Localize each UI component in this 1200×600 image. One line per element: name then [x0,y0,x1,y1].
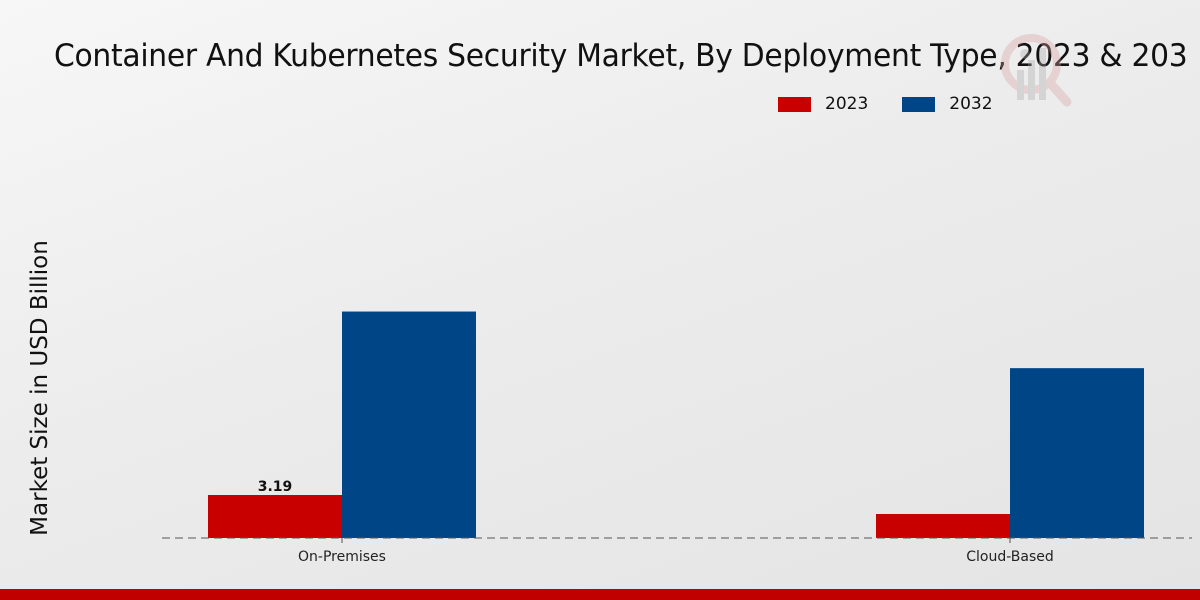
x-tick-label-cloud-based: Cloud-Based [966,549,1054,565]
bar-2032-on-premises [342,311,476,538]
data-label-2023-on-premises: 3.19 [258,479,293,495]
bar-2023-cloud-based [876,514,1010,538]
legend-swatch-2023 [778,96,811,112]
bottom-accent-band [0,589,1200,600]
legend-label-2023: 2023 [825,94,869,114]
bar-2032-cloud-based [1010,368,1144,538]
legend-swatch-2032 [902,96,936,112]
legend-label-2032: 2032 [949,94,993,114]
watermark-logo-icon [1001,34,1072,107]
chart-legend: 2023 2032 [778,94,1027,114]
legend-item-2032: 2032 [902,94,993,114]
bar-2023-on-premises [208,494,342,538]
legend-item-2023: 2023 [778,94,868,114]
x-tick-label-on-premises: On-Premises [298,549,386,565]
chart-title: Container And Kubernetes Security Market… [54,38,1188,74]
